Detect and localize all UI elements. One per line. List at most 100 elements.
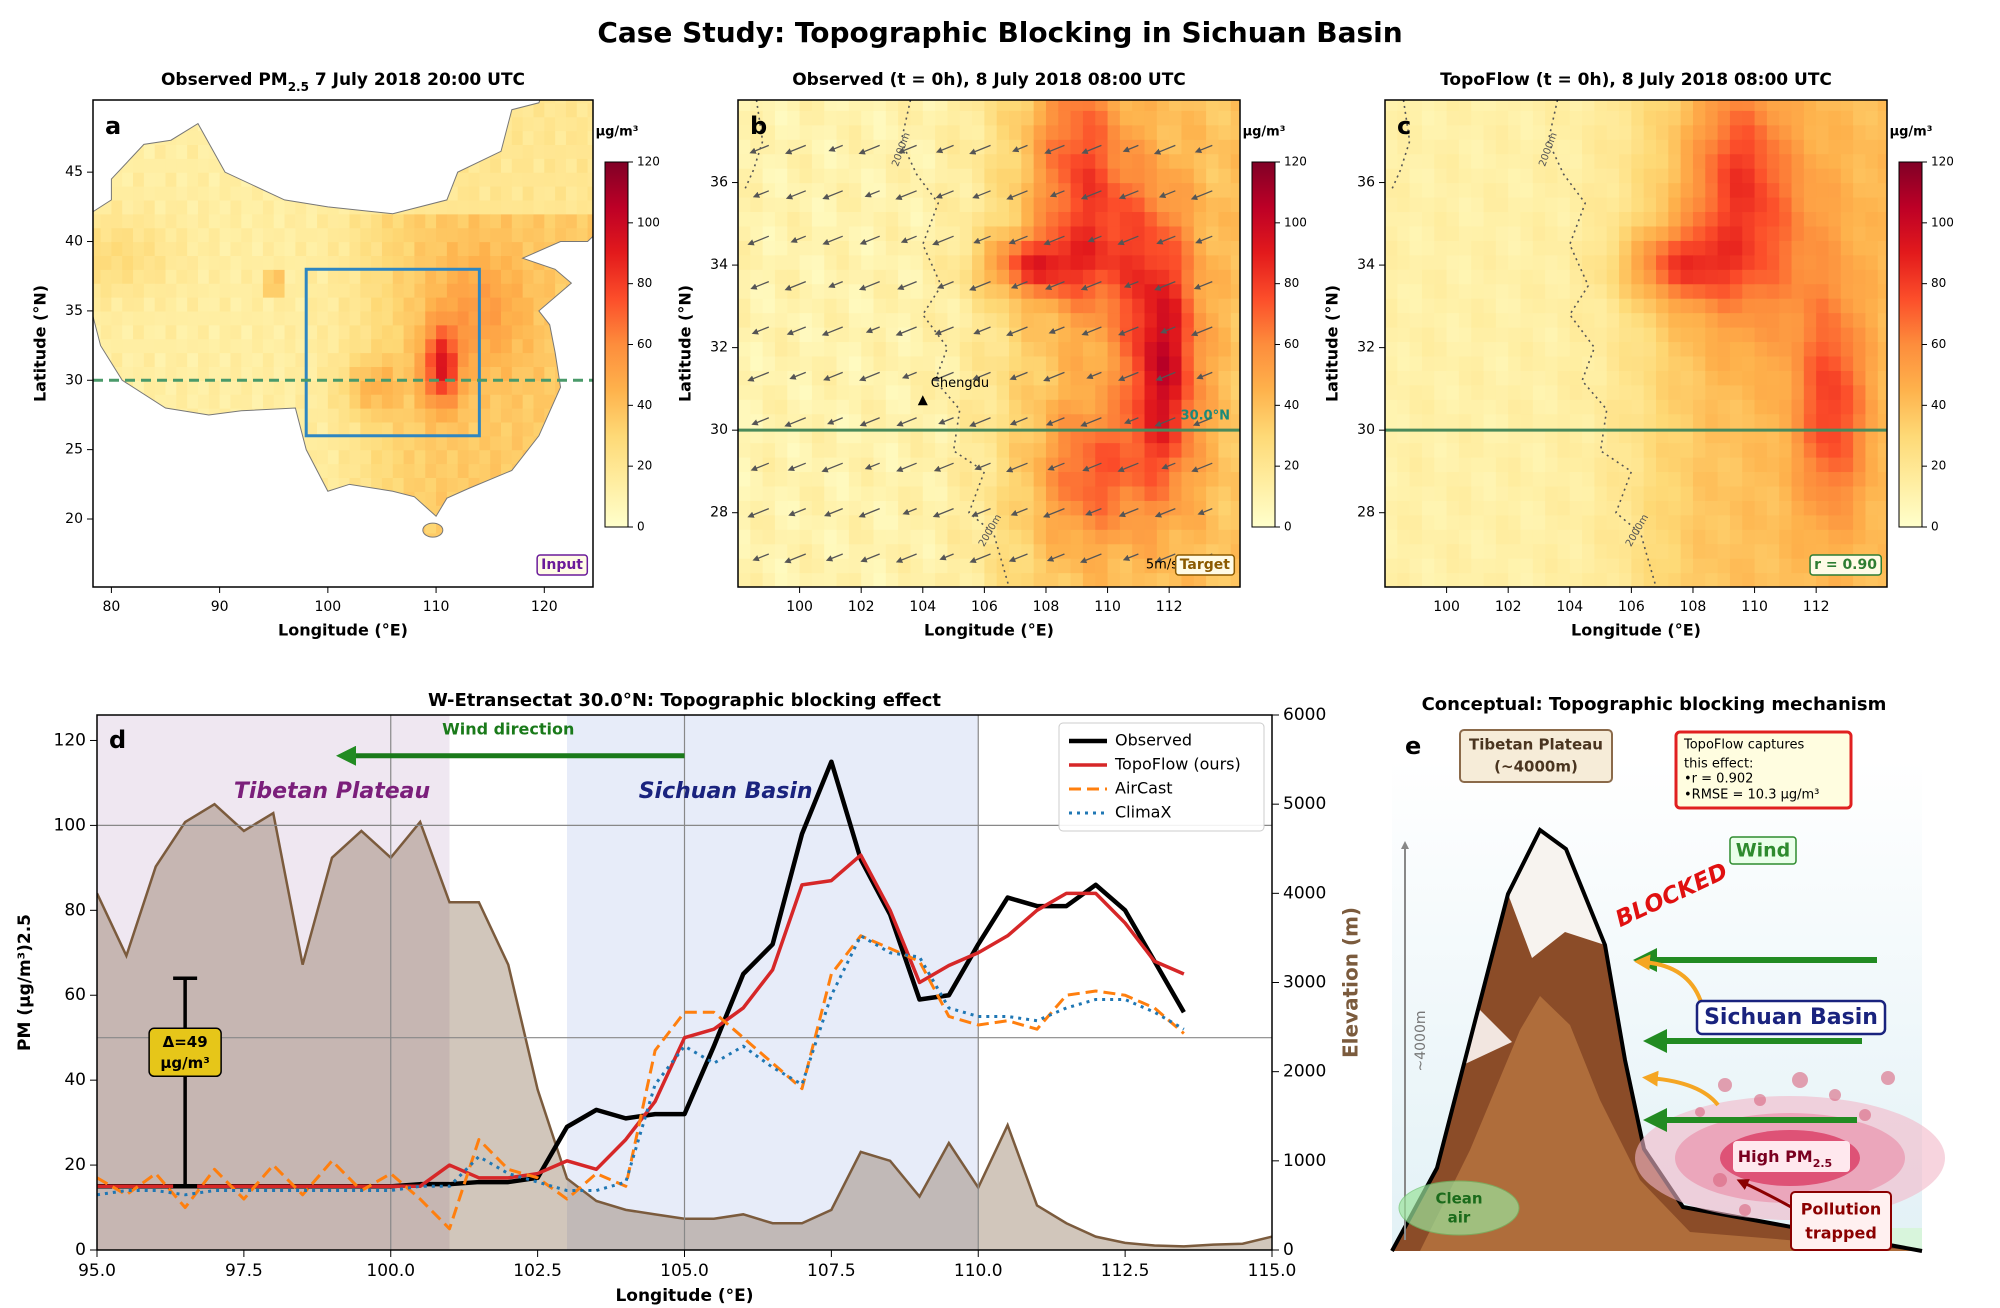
heat-cell [959,500,973,516]
heat-cell [306,213,318,229]
heat-cell [576,186,589,201]
heat-cell [381,366,394,381]
heat-cell [381,199,394,215]
heat-cell [1828,240,1842,256]
heat-cell [338,463,351,478]
heat-cell [1766,572,1780,587]
heat-cell [1656,428,1669,444]
heat-cell [241,421,253,437]
heat-cell [848,384,862,400]
heat-cell [522,144,535,159]
heat-cell [111,269,123,284]
heat-cell [1508,196,1522,213]
heat-cell [1803,182,1817,198]
heat-cell [1082,529,1096,545]
heat-cell [468,297,480,312]
heat-cell [1680,485,1694,501]
heat-cell [381,435,394,451]
heat-cell [68,464,79,478]
heat-cell [1385,211,1398,227]
heat-cell [1132,100,1146,111]
heat-cell [1144,100,1158,111]
heat-cell [848,341,862,357]
heat-cell [1169,225,1183,241]
heat-cell [349,394,361,409]
heat-cell [947,341,961,357]
heat-cell [1230,153,1240,169]
heat-cell [284,144,296,159]
heat-cell [738,543,751,559]
heat-cell [1409,456,1423,473]
axes-frame [92,99,594,588]
heat-cell [959,384,973,400]
heat-cell [338,283,351,298]
heat-cell [187,380,199,395]
heat-cell [1058,355,1072,371]
heat-cell [1230,211,1240,227]
heat-cell [1656,514,1669,530]
heat-cell [241,310,253,326]
x-tick-label: 90 [211,599,229,615]
heat-cell [762,485,776,501]
heat-cell [100,380,112,395]
heat-cell [1058,370,1072,386]
heat-cell [787,442,801,458]
heat-cell [101,561,112,575]
heat-cell [501,130,513,145]
heat-cell [1705,110,1719,126]
heat-cell [824,211,838,227]
heat-cell [57,89,68,103]
heat-cell [922,254,936,270]
heat-cell [544,449,556,465]
heat-cell [187,491,199,506]
heat-cell [1156,529,1170,545]
heat-cell [392,463,405,478]
heat-cell [787,543,801,559]
heat-cell [1058,428,1072,444]
heat-cell [1594,529,1608,545]
heat-cell [1009,211,1022,227]
heat-cell [317,116,329,132]
heat-cell [36,575,47,589]
heat-cell [1705,485,1719,501]
heat-cell [1692,543,1706,559]
heat-cell [1045,355,1059,371]
heat-cell [898,196,912,213]
heat-cell [1532,254,1546,270]
heat-cell [511,463,524,478]
heat-cell [947,500,961,516]
heat-cell [910,124,924,140]
heat-cell [1656,211,1669,227]
wind-arrow [751,417,770,426]
heat-cell [1421,442,1435,458]
heat-cell [522,421,535,437]
heat-cell [436,199,448,215]
heat-cell [93,186,102,201]
heat-cell [1446,413,1460,429]
heat-cell [1082,326,1096,343]
heat-cell [306,172,318,187]
heat-cell [468,310,480,326]
heat-cell [1692,428,1706,444]
heat-cell [1495,514,1509,530]
heat-cell [996,543,1010,559]
heat-cell [1619,529,1632,545]
heat-cell [122,255,134,270]
heat-cell [1495,283,1509,299]
heat-cell [885,254,899,270]
heat-cell [1206,182,1220,198]
heat-cell [1754,283,1768,299]
heat-cell [284,463,296,478]
heat-cell [446,199,459,215]
heat-cell [947,168,961,184]
heat-cell [544,61,555,75]
heat-cell [1471,485,1485,501]
heat-cell [1058,558,1072,574]
heat-cell [544,158,556,173]
heat-cell [284,130,296,145]
heat-cell [468,269,480,284]
heat-cell [197,366,210,381]
heat-cell [587,130,593,145]
heat-cell [1434,124,1448,140]
heat-cell [1717,529,1731,545]
